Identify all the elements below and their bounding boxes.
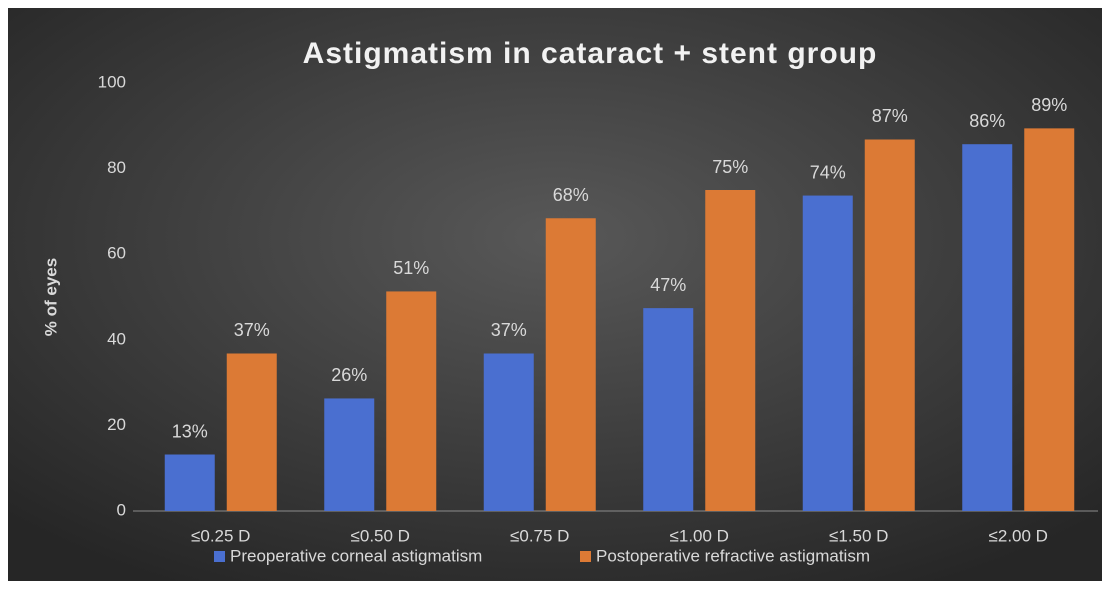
legend-swatch	[214, 551, 225, 562]
x-tick-label: ≤0.25 D	[191, 526, 250, 545]
data-label: 75%	[712, 157, 748, 177]
data-label: 86%	[969, 111, 1005, 131]
data-label: 47%	[650, 275, 686, 295]
legend-label: Preoperative corneal astigmatism	[230, 546, 482, 565]
x-tick-label: ≤1.00 D	[670, 526, 729, 545]
data-label: 37%	[491, 320, 527, 340]
bar	[643, 308, 694, 511]
bar	[962, 144, 1013, 512]
bar	[802, 195, 853, 511]
bar	[483, 353, 534, 511]
data-label: 89%	[1031, 95, 1067, 115]
bar	[324, 398, 375, 511]
data-label: 74%	[810, 162, 846, 182]
x-tick-label: ≤0.50 D	[351, 526, 410, 545]
y-tick-label: 40	[107, 329, 126, 348]
data-label: 26%	[331, 365, 367, 385]
y-tick-label: 60	[107, 244, 126, 263]
bar	[164, 454, 215, 511]
bar	[864, 139, 915, 511]
bar	[545, 218, 596, 512]
data-label: 13%	[172, 421, 208, 441]
bar	[386, 291, 437, 511]
bar	[1024, 128, 1075, 512]
legend-label: Postoperative refractive astigmatism	[596, 546, 870, 565]
data-label: 51%	[393, 258, 429, 278]
legend-swatch	[580, 551, 591, 562]
y-tick-label: 20	[107, 415, 126, 434]
y-axis-label: % of eyes	[41, 258, 60, 336]
data-label: 37%	[234, 320, 270, 340]
x-tick-label: ≤1.50 D	[829, 526, 888, 545]
x-tick-label: ≤0.75 D	[510, 526, 569, 545]
y-tick-label: 100	[98, 72, 126, 91]
chart-title: Astigmatism in cataract + stent group	[303, 37, 878, 70]
x-tick-label: ≤2.00 D	[989, 526, 1048, 545]
data-label: 87%	[872, 106, 908, 126]
y-tick-label: 0	[117, 500, 126, 519]
bar	[705, 190, 756, 511]
y-tick-label: 80	[107, 158, 126, 177]
data-label: 68%	[553, 185, 589, 205]
bar	[226, 353, 277, 511]
